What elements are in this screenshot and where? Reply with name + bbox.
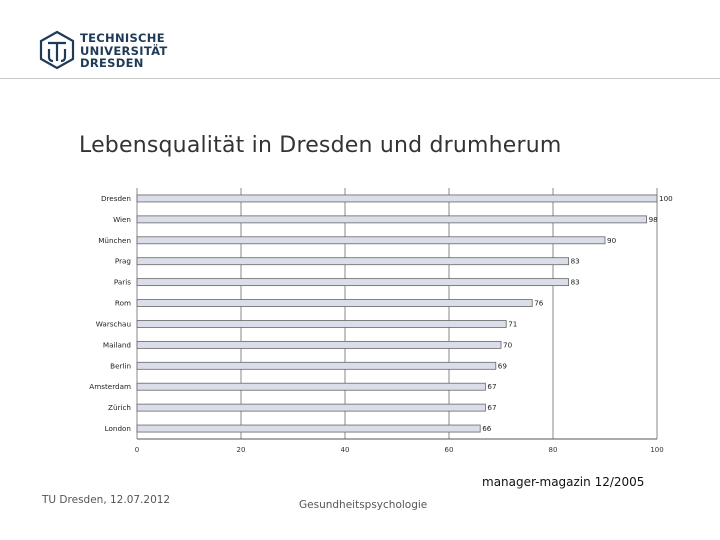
category-label: Dresden: [101, 194, 131, 203]
value-label: 67: [487, 382, 496, 391]
bar: [136, 278, 570, 287]
footer-date: TU Dresden, 12.07.2012: [42, 494, 171, 506]
chart-grid: [136, 188, 658, 440]
value-label: 70: [503, 340, 513, 349]
bar: [136, 340, 502, 349]
tu-logo-icon: [39, 30, 75, 70]
chart-value-labels: 100 98 90 83 83 76 71 70 69 67 67 66: [482, 194, 673, 433]
bar-chart: Dresden Wien München Prag Paris Rom Warschau Ma…: [89, 188, 673, 454]
bar: [136, 403, 486, 412]
x-tick-label: 20: [237, 446, 246, 454]
value-label: 71: [508, 319, 517, 328]
bar: [136, 320, 507, 328]
chart-category-labels: Dresden Wien München Prag Paris Rom Warschau Ma…: [89, 194, 131, 433]
value-label: 100: [659, 194, 673, 203]
value-label: 69: [498, 361, 508, 370]
bar: [136, 257, 570, 266]
bar: [136, 361, 497, 370]
chart-bars: [136, 194, 658, 433]
value-label: 98: [649, 215, 659, 224]
category-label: Berlin: [110, 361, 131, 370]
category-label: Amsterdam: [89, 382, 131, 391]
header-divider: [0, 78, 720, 79]
value-label: 67: [487, 403, 496, 412]
category-label: Rom: [115, 299, 131, 308]
x-tick-label: 40: [341, 446, 350, 454]
logo-line-2: UNIVERSITÄT: [80, 43, 168, 58]
bar: [136, 424, 481, 433]
value-label: 83: [571, 278, 580, 287]
category-label: Warschau: [96, 319, 131, 328]
value-label: 66: [482, 424, 492, 433]
bar: [136, 194, 658, 203]
category-label: London: [105, 424, 131, 433]
x-tick-label: 60: [445, 446, 454, 454]
category-label: Prag: [115, 257, 131, 266]
tu-dresden-logo: TECHNISCHE UNIVERSITÄT DRESDEN: [38, 30, 188, 74]
category-label: Wien: [113, 215, 131, 224]
chart-x-tick-labels: 0 20 40 60 80 100: [135, 446, 664, 454]
x-tick-label: 100: [650, 446, 663, 454]
bar: [136, 236, 606, 245]
bar: [136, 299, 533, 307]
slide-title: Lebensqualität in Dresden und drumherum: [79, 133, 562, 158]
category-label: Paris: [114, 278, 131, 287]
value-label: 76: [534, 299, 544, 308]
value-label: 83: [571, 257, 580, 266]
category-label: München: [98, 236, 131, 245]
logo-wordmark: TECHNISCHE UNIVERSITÄT DRESDEN: [80, 32, 168, 70]
logo-line-3: DRESDEN: [80, 56, 144, 70]
bar: [136, 382, 486, 391]
source-note: manager-magazin 12/2005: [482, 475, 645, 489]
bar: [136, 215, 648, 224]
logo-line-1: TECHNISCHE: [80, 31, 165, 45]
footer-department: Gesundheitspsychologie: [299, 499, 428, 511]
category-label: Zürich: [108, 403, 131, 412]
category-label: Mailand: [103, 340, 131, 349]
x-tick-label: 0: [135, 446, 139, 454]
x-tick-label: 80: [549, 446, 558, 454]
value-label: 90: [607, 236, 617, 245]
